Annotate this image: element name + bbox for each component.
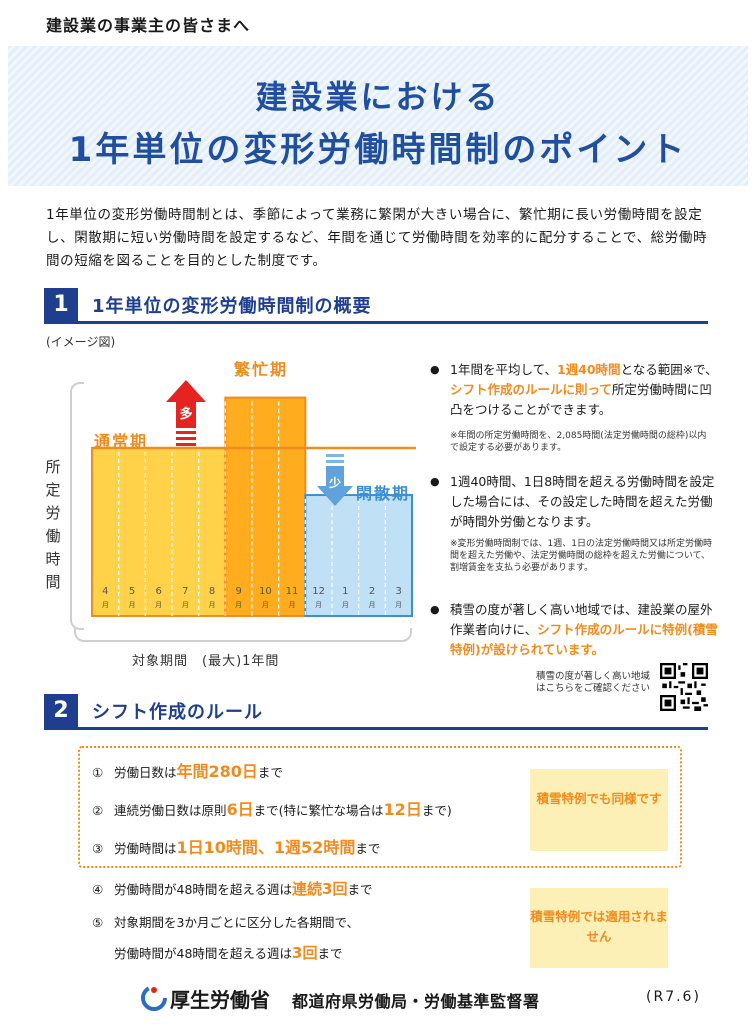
section2-header: 2 シフト作成のルール	[44, 694, 708, 730]
month-tick-label: 11	[286, 586, 299, 597]
month-tick-label: 2	[369, 586, 375, 597]
mhlw-logo-icon	[141, 985, 167, 1011]
chart-x-label: 対象期間 (最大)1年間	[132, 654, 280, 669]
month-tick-suffix: 月	[102, 601, 109, 609]
rules-box-dotted	[78, 746, 682, 868]
bullet-1: 1年間を平均して、1週40時間となる範囲※で、シフト作成のルールに則って所定労働…	[430, 360, 718, 420]
idle-period-label: 閑散期	[356, 484, 411, 503]
busy-period-label: 繁忙期	[234, 360, 289, 379]
month-tick-label: 4	[102, 586, 108, 597]
month-tick-label: 10	[259, 586, 272, 597]
rule-1: ① 労働日数は年間280日まで	[92, 762, 283, 781]
month-tick-suffix: 月	[155, 601, 162, 609]
up-arrow-icon: 多	[166, 380, 206, 446]
month-tick-label: 7	[182, 586, 188, 597]
month-tick-label: 6	[155, 586, 161, 597]
chart-y-label: 所定労働時間	[45, 458, 61, 591]
normal-period-label: 通常期	[94, 432, 149, 451]
month-tick-label: 12	[312, 586, 325, 597]
month-tick-suffix: 月	[315, 601, 322, 609]
month-tick-suffix: 月	[129, 601, 136, 609]
bar-busy-period	[224, 396, 307, 617]
footer-date: (R7.6)	[646, 989, 701, 1005]
section1-number: 1	[44, 288, 78, 321]
month-tick-suffix: 月	[395, 601, 402, 609]
month-tick-label: 5	[129, 586, 135, 597]
month-tick-label: 9	[235, 586, 241, 597]
month-tick-label: 3	[395, 586, 401, 597]
down-arrow-label: 少	[328, 475, 341, 490]
top-label: 建設業の事業主の皆さまへ	[46, 16, 251, 35]
footer-office: 都道府県労働局・労働基準監督署	[292, 992, 540, 1011]
rule-5: ⑤ 対象期間を3か月ごとに区分した各期間で、	[92, 915, 359, 930]
month-tick-suffix: 月	[289, 601, 296, 609]
footer-ministry: 厚生労働省	[170, 988, 270, 1012]
month-tick-label: 8	[209, 586, 215, 597]
page-title-line1: 建設業における	[255, 78, 501, 116]
rule-4: ④ 労働時間が48時間を超える週は連続3回まで	[92, 880, 373, 898]
up-arrow-label: 多	[179, 406, 192, 422]
work-hours-chart: 所定労働時間 4 月 5 月 6 月 7 月 8 月 9 月 10 月 11 月 12 月 1 月 2 月 3 月 対象期間 …	[36, 352, 426, 677]
down-arrow-icon: 少	[317, 454, 353, 506]
qr-caption: 積雪の度が著しく高い地域はこちらをご確認ください	[536, 671, 651, 694]
page-title-line2: 1年単位の変形労働時間制のポイント	[68, 130, 688, 170]
rule-5-cont: 労働時間が48時間を超える週は3回まで	[114, 944, 343, 962]
title-band: 建設業における 1年単位の変形労働時間制のポイント	[8, 46, 748, 186]
month-tick-label: 1	[342, 586, 348, 597]
month-tick-suffix: 月	[369, 601, 376, 609]
snow-exception-na-box: 積雪特例では適用されません	[530, 888, 668, 968]
section2-number: 2	[44, 694, 78, 727]
bar-normal-period	[91, 447, 227, 617]
month-tick-suffix: 月	[235, 601, 242, 609]
snow-exception-same-box: 積雪特例でも同様です	[530, 769, 668, 851]
bullet-2: 1週40時間、1日8時間を超える労働時間を設定した場合には、その設定した時間を超…	[430, 472, 718, 532]
month-tick-suffix: 月	[209, 601, 216, 609]
section1-header: 1 1年単位の変形労働時間制の概要	[44, 288, 708, 324]
chart-bottom-brace	[74, 628, 412, 642]
intro-text: 1年単位の変形労働時間制とは、季節によって業務に繁閑が大きい場合に、繁忙期に長い…	[46, 207, 708, 269]
section2-title: シフト作成のルール	[92, 702, 263, 723]
image-note: (イメージ図)	[46, 335, 116, 349]
note-2: ※変形労働時間制では、1週、1日の法定労働時間又は所定労働時間を超えた労働や、法…	[450, 539, 712, 573]
month-tick-suffix: 月	[182, 601, 189, 609]
month-tick-suffix: 月	[342, 601, 349, 609]
rule-2: ② 連続労働日数は原則6日まで(特に繁忙な場合は12日まで)	[92, 800, 452, 819]
chart-svg: 4 月 5 月 6 月 7 月 8 月 9 月 10 月 11 月 12 月 1 月 2 月 3 月	[91, 396, 416, 617]
qr-code-icon[interactable]	[660, 663, 708, 711]
rule-3: ③ 労働時間は1日10時間、1週52時間まで	[92, 838, 381, 857]
section1-title: 1年単位の変形労働時間制の概要	[92, 296, 372, 317]
month-tick-suffix: 月	[262, 601, 269, 609]
bullet-3: 積雪の度が著しく高い地域では、建設業の屋外作業者向けに、シフト作成のルールに特例…	[430, 600, 718, 660]
note-1: ※年間の所定労働時間を、2,085時間(法定労働時間の総枠)以内で設定する必要が…	[450, 431, 707, 453]
